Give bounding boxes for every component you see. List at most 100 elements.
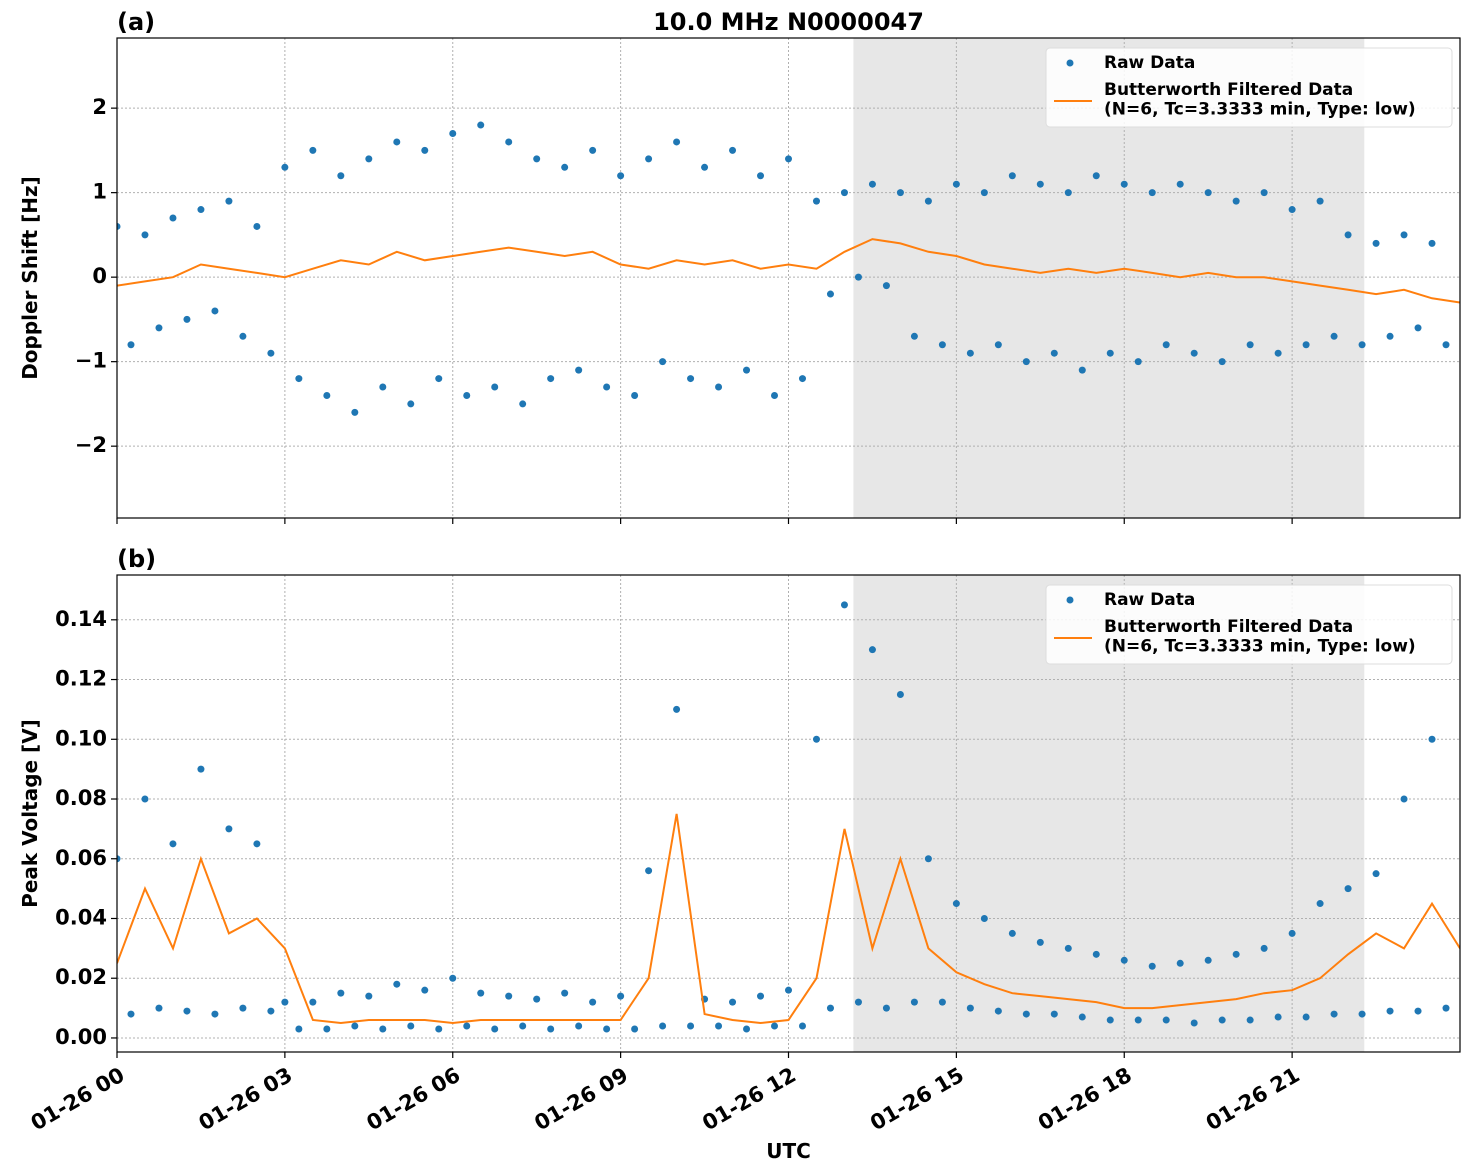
axes-frame <box>116 574 1461 1053</box>
raw-point <box>1106 1016 1114 1024</box>
raw-point <box>924 197 932 205</box>
raw-point <box>673 138 681 146</box>
raw-point <box>1316 900 1324 908</box>
raw-point <box>127 1010 135 1018</box>
x-tick-label: 01-26 12 <box>698 1063 800 1136</box>
raw-point <box>1176 180 1184 188</box>
raw-point <box>1400 231 1408 239</box>
x-tick-label: 01-26 09 <box>530 1063 632 1136</box>
raw-point <box>854 273 862 281</box>
raw-point <box>687 1022 695 1030</box>
raw-point <box>1246 341 1254 349</box>
y-tick-label: 0.06 <box>55 846 107 870</box>
raw-point <box>575 366 583 374</box>
raw-point <box>1204 956 1212 964</box>
raw-point <box>938 998 946 1006</box>
raw-point <box>449 129 457 137</box>
raw-point <box>1274 349 1282 357</box>
raw-point <box>477 989 485 997</box>
raw-point <box>197 206 205 214</box>
y-tick-label: −1 <box>75 349 107 373</box>
panel-label: (b) <box>117 545 156 573</box>
raw-point <box>1078 1013 1086 1021</box>
plot-area <box>117 121 1460 416</box>
raw-point <box>1162 1016 1170 1024</box>
raw-point <box>169 840 177 848</box>
raw-point <box>1344 231 1352 239</box>
raw-point <box>253 222 261 230</box>
raw-point <box>379 1025 387 1033</box>
raw-point <box>141 795 149 803</box>
raw-point <box>798 375 806 383</box>
legend-label: Raw Data <box>1104 53 1195 73</box>
raw-point <box>323 391 331 399</box>
raw-point <box>603 1025 611 1033</box>
raw-point <box>519 1022 527 1030</box>
axes-frame <box>116 37 1461 519</box>
raw-point <box>617 172 625 180</box>
raw-point <box>882 282 890 290</box>
x-tick-label: 01-26 06 <box>362 1063 464 1136</box>
legend-box <box>1045 47 1453 128</box>
x-tick-label: 01-26 03 <box>195 1063 297 1136</box>
raw-point <box>155 324 163 332</box>
legend-label: Raw Data <box>1104 590 1195 610</box>
raw-point <box>1120 180 1128 188</box>
y-axis-label: Peak Voltage [V] <box>18 719 42 908</box>
raw-point <box>155 1004 163 1012</box>
raw-point <box>1260 944 1268 952</box>
raw-point <box>463 391 471 399</box>
raw-point <box>785 155 792 163</box>
filtered-line <box>117 238 1460 304</box>
raw-point <box>1036 938 1044 946</box>
plot-area <box>117 601 1460 1033</box>
raw-point <box>183 1007 191 1015</box>
raw-point <box>127 341 135 349</box>
raw-point <box>365 155 373 163</box>
raw-point <box>225 197 233 205</box>
chart-title: 10.0 MHz N0000047 <box>653 8 924 36</box>
raw-point <box>631 1025 639 1033</box>
raw-point <box>771 391 779 399</box>
raw-point <box>1302 1013 1310 1021</box>
raw-point <box>757 992 765 1000</box>
raw-point <box>910 332 918 340</box>
y-tick-label: −2 <box>75 433 107 457</box>
raw-point <box>617 992 625 1000</box>
raw-point <box>645 155 653 163</box>
raw-point <box>407 400 415 408</box>
raw-point <box>882 1004 890 1012</box>
raw-point <box>197 765 205 773</box>
raw-point <box>141 231 149 239</box>
raw-point <box>798 1022 806 1030</box>
raw-point <box>533 995 541 1003</box>
raw-point <box>1162 341 1170 349</box>
raw-point <box>826 1004 834 1012</box>
raw-point <box>1064 944 1072 952</box>
x-axis-label: UTC <box>766 1139 811 1163</box>
raw-point <box>659 1022 667 1030</box>
raw-point <box>910 998 918 1006</box>
raw-point <box>1092 950 1100 958</box>
raw-point <box>589 146 597 154</box>
raw-point <box>1442 341 1450 349</box>
raw-point <box>547 375 555 383</box>
y-tick-label: 0.08 <box>55 786 107 810</box>
raw-point <box>1218 1016 1226 1024</box>
raw-point <box>952 180 960 188</box>
raw-point <box>183 315 191 323</box>
raw-point <box>868 646 876 654</box>
raw-point <box>785 986 792 994</box>
raw-point <box>281 998 289 1006</box>
filtered-line <box>117 813 1460 1025</box>
raw-point <box>757 172 765 180</box>
raw-point <box>1064 189 1072 197</box>
panel-label: (a) <box>117 8 155 36</box>
raw-point <box>1288 206 1296 214</box>
raw-point <box>295 375 303 383</box>
raw-point <box>1274 1013 1282 1021</box>
raw-point <box>603 383 611 391</box>
raw-point <box>1204 189 1212 197</box>
legend-label: Butterworth Filtered Data (N=6, Tc=3.3333… <box>1104 617 1416 657</box>
